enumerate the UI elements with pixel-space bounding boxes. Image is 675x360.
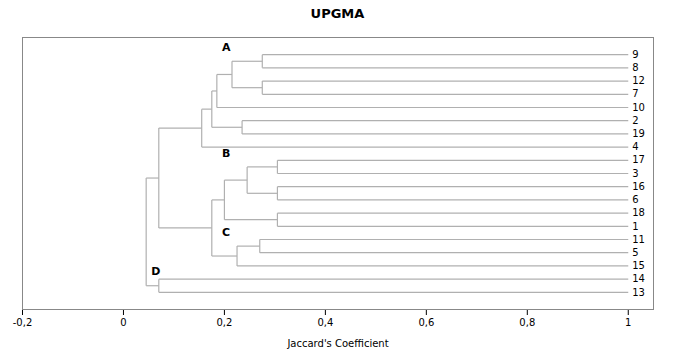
svg-text:5: 5 [632, 247, 638, 258]
svg-text:0,4: 0,4 [317, 317, 333, 328]
svg-text:0,8: 0,8 [519, 317, 535, 328]
svg-text:6: 6 [632, 194, 638, 205]
svg-text:10: 10 [632, 102, 645, 113]
svg-text:7: 7 [632, 88, 638, 99]
svg-text:D: D [151, 265, 160, 278]
svg-text:17: 17 [632, 154, 645, 165]
svg-text:14: 14 [632, 273, 645, 284]
svg-text:C: C [222, 226, 230, 239]
svg-text:16: 16 [632, 181, 645, 192]
svg-text:B: B [222, 147, 230, 160]
svg-text:18: 18 [632, 207, 645, 218]
svg-text:11: 11 [632, 234, 645, 245]
svg-text:0: 0 [120, 317, 126, 328]
svg-text:0,2: 0,2 [216, 317, 232, 328]
svg-text:Jaccard's Coefficient: Jaccard's Coefficient [286, 338, 388, 349]
svg-text:1: 1 [625, 317, 631, 328]
svg-text:13: 13 [632, 287, 645, 298]
html-text:UPGMA: UPGMA [310, 6, 365, 21]
svg-text:15: 15 [632, 260, 645, 271]
svg-text:19: 19 [632, 128, 645, 139]
svg-text:1: 1 [632, 221, 638, 232]
svg-text:A: A [222, 41, 231, 54]
svg-text:-0,2: -0,2 [13, 317, 33, 328]
svg-text:0,6: 0,6 [418, 317, 434, 328]
svg-text:9: 9 [632, 49, 638, 60]
svg-text:12: 12 [632, 75, 645, 86]
svg-text:2: 2 [632, 115, 638, 126]
svg-text:4: 4 [632, 141, 638, 152]
svg-text:3: 3 [632, 168, 638, 179]
svg-text:8: 8 [632, 62, 638, 73]
